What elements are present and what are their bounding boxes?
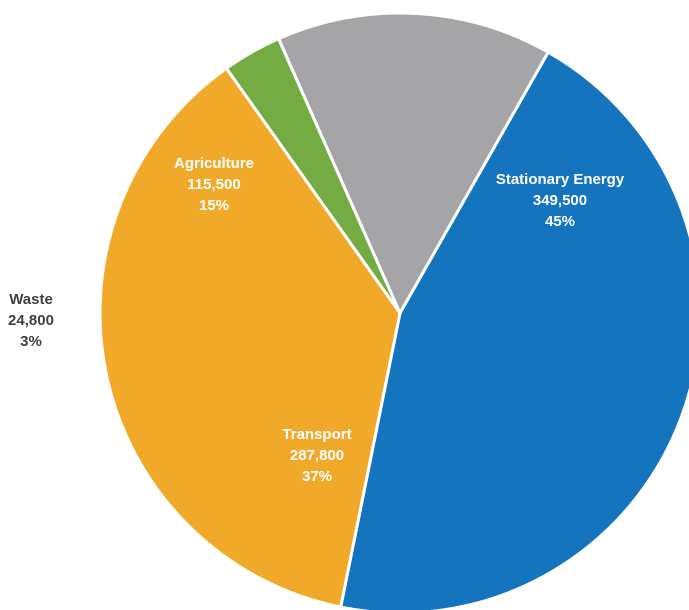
- data-label-transport-category: Transport: [282, 426, 351, 443]
- data-label-stationary-energy-percent: 45%: [545, 213, 575, 230]
- data-label-transport-percent: 37%: [302, 468, 332, 485]
- data-label-agriculture-value: 115,500: [187, 176, 240, 193]
- pie-slice-transport: [98, 66, 402, 609]
- data-label-waste-category: Waste: [9, 291, 53, 308]
- data-label-transport-value: 287,800: [290, 447, 344, 464]
- data-label-agriculture-category: Agriculture: [174, 155, 254, 172]
- data-label-agriculture-percent: 15%: [199, 197, 229, 214]
- data-label-waste-value: 24,800: [8, 312, 54, 329]
- data-label-stationary-energy-category: Stationary Energy: [496, 171, 625, 188]
- pie-slice-agriculture: [277, 11, 550, 315]
- pie-slice-stationary-energy: [339, 50, 689, 610]
- data-label-stationary-energy-value: 349,500: [533, 192, 587, 209]
- data-label-waste-percent: 3%: [20, 333, 42, 350]
